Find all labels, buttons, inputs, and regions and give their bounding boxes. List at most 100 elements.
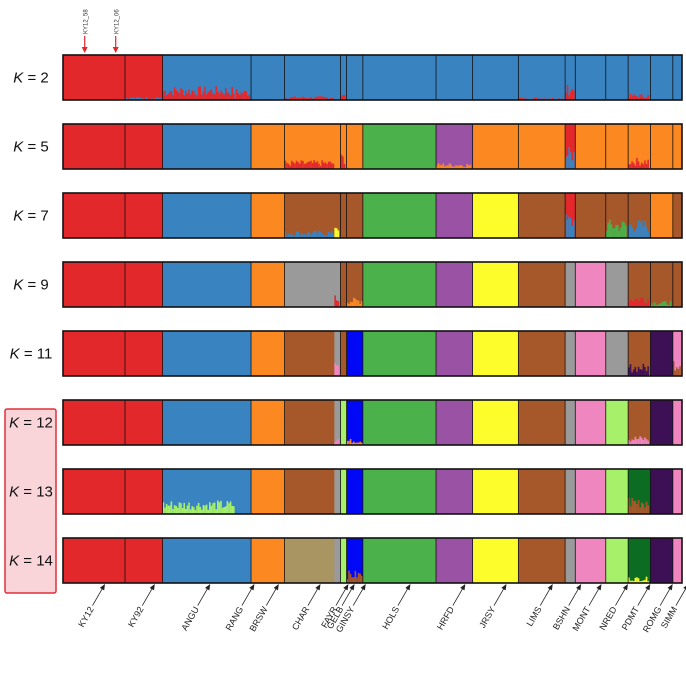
admix-7-PDMT <box>634 230 637 238</box>
bar-7-FAYR <box>334 193 341 238</box>
admix-7-CHAR <box>321 233 323 238</box>
admix-2-ANGU <box>188 89 190 100</box>
admix-2-KY92 <box>142 98 145 100</box>
admix-7-CHAR <box>310 234 312 238</box>
bar-11-BSHN <box>565 331 576 376</box>
admix-2-ANGU <box>170 91 173 100</box>
bar-5-PDMT <box>628 124 651 169</box>
bar-12-GELB <box>340 400 347 445</box>
admix-7-CHAR <box>287 233 290 238</box>
admix-13-ANGU <box>218 502 221 514</box>
bar-7-KY12 <box>63 193 126 238</box>
admix-11-SIMM <box>672 361 675 376</box>
svg-text:MONT: MONT <box>570 604 592 632</box>
admix-9-PDMT <box>639 298 641 307</box>
admix-13-ANGU <box>177 507 179 514</box>
admix-5-HRFD <box>452 166 454 169</box>
svg-text:RANG: RANG <box>224 605 246 633</box>
breed-label-SIMM: SIMM <box>659 583 686 630</box>
bar-9-JRSY <box>472 262 519 307</box>
admix-2-ANGU <box>173 87 176 100</box>
admix-5-HRFD <box>442 163 445 169</box>
k-label-14: K = 14 <box>9 553 53 570</box>
admix-12-PDMT <box>634 436 637 445</box>
admix-7-CHAR <box>311 232 314 238</box>
panel-frame-5 <box>62 123 683 170</box>
bar-14-KY12 <box>63 538 126 583</box>
svg-text:KY12_58: KY12_58 <box>84 9 90 34</box>
admix-14-PDMT <box>644 579 646 583</box>
admix-2-PDMT <box>629 93 632 100</box>
admix-5-HRFD <box>460 164 462 169</box>
admix-9-ROMG <box>668 305 670 307</box>
bar-9-PDMT <box>628 262 651 307</box>
k-panel-5: K = 5 <box>13 123 683 170</box>
admix-13-PDMT <box>645 501 648 514</box>
admix-2-KY92 <box>158 98 161 100</box>
bar-14-ANGU <box>162 538 237 583</box>
admix-5-CHAR <box>305 163 307 169</box>
admix-5-GELB <box>342 156 344 169</box>
admix-7-CHAR <box>322 235 325 238</box>
admix-13-ANGU <box>162 502 165 514</box>
bar-5-NRED <box>605 124 629 169</box>
admix-2-ANGU <box>183 95 186 100</box>
admix-12-PDMT <box>637 438 640 445</box>
admix-2-ANGU <box>202 91 205 100</box>
k-panel-12: K = 12 <box>9 399 683 446</box>
admix-13-PDMT <box>644 507 646 514</box>
admix-7-CHAR <box>314 230 317 238</box>
admix-7-PDMT <box>632 231 635 238</box>
admix-14-GINSY <box>348 570 350 583</box>
admix-2-ANGU <box>186 93 189 100</box>
admix-13-ANGU <box>220 500 222 514</box>
admix-2-LIMS <box>558 98 560 100</box>
admix-5-HRFD <box>461 165 464 169</box>
admix-9-PDMT <box>636 298 638 307</box>
admix-12-FAYR <box>334 441 336 445</box>
admix-5-CHAR <box>330 163 333 169</box>
admix-9-GINSY <box>346 302 349 307</box>
admix-2-CHAR <box>314 96 317 100</box>
panel-frame-7 <box>62 192 683 239</box>
admix-13-PDMT <box>637 500 640 514</box>
admix-2-GELB <box>343 94 346 100</box>
admix-9-PDMT <box>640 297 643 307</box>
admix-13-ANGU <box>231 505 234 514</box>
admix-7-NRED <box>621 221 624 238</box>
admix-7-CHAR <box>319 231 322 238</box>
bar-5-RANG <box>235 124 252 169</box>
admix-12-FAYR <box>337 438 340 445</box>
admix-5-HRFD <box>447 165 449 169</box>
admix-12-GINSY <box>356 442 358 445</box>
admix-2-LIMS <box>534 97 536 100</box>
k-label-13: K = 13 <box>9 484 53 501</box>
admix-9-ROMG <box>656 304 659 307</box>
admix-2-CHAR <box>316 96 319 100</box>
breed-label-ANGU: ANGU <box>179 583 211 632</box>
bar-13-RANG <box>235 469 252 514</box>
admix-11-SIMM <box>674 370 677 376</box>
admix-2-LIMS <box>521 97 524 100</box>
admix-2-GELB <box>342 95 344 100</box>
bar-7-GELB <box>340 193 347 238</box>
admix-9-PDMT <box>632 301 635 307</box>
admix-5-GELB <box>343 163 346 169</box>
admix-5-CHAR <box>322 162 325 169</box>
admix-13-ANGU <box>178 502 181 514</box>
admix-2-CHAR <box>298 97 301 100</box>
bar-12-MONT <box>575 400 607 445</box>
admix-7-NRED <box>612 228 614 238</box>
bar-11-PDMT <box>628 331 651 376</box>
bar-11-SIMM <box>672 331 683 376</box>
admix-13-ANGU <box>164 507 166 514</box>
bar-12-RANG <box>235 400 252 445</box>
admix-5-HRFD <box>464 166 467 169</box>
admix-2-PDMT <box>645 97 648 100</box>
admix-14-PDMT <box>645 576 648 583</box>
admix-5-CHAR <box>289 165 291 169</box>
admix-14-PDMT <box>647 581 649 583</box>
admix-11-PDMT <box>631 372 633 376</box>
admix-2-ANGU <box>194 94 197 100</box>
admix-7-CHAR <box>292 235 295 238</box>
